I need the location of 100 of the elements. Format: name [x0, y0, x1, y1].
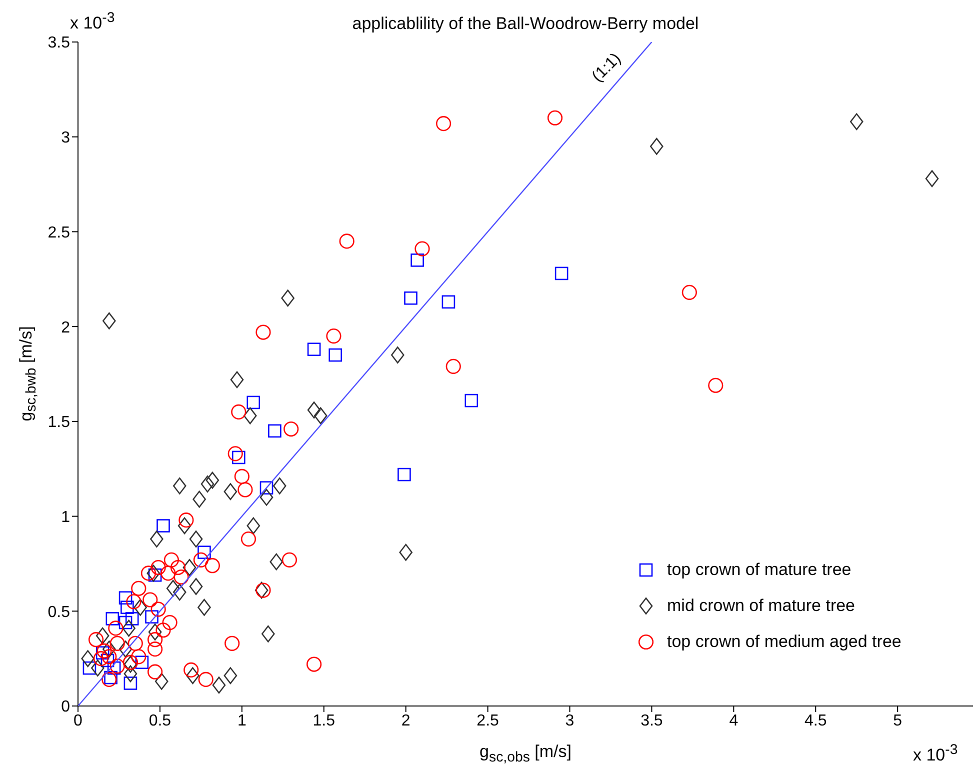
point	[189, 530, 203, 548]
point	[102, 312, 116, 330]
point	[268, 424, 282, 438]
point	[224, 483, 238, 500]
point	[125, 612, 139, 626]
point	[193, 552, 208, 568]
point	[260, 481, 274, 494]
point	[166, 580, 180, 597]
point	[182, 559, 196, 576]
point	[93, 651, 108, 666]
y-tick-label: 2	[61, 319, 70, 336]
point	[96, 646, 110, 660]
point	[100, 654, 114, 668]
point	[390, 346, 404, 364]
y-tick-label: 0.5	[48, 604, 70, 621]
point	[135, 656, 149, 670]
point	[256, 582, 271, 598]
point	[184, 662, 199, 678]
point	[156, 519, 170, 532]
point	[547, 110, 563, 126]
point	[198, 546, 211, 559]
point	[96, 627, 110, 644]
point	[254, 582, 268, 599]
point	[124, 665, 138, 682]
point	[246, 396, 260, 410]
point	[148, 568, 162, 582]
point	[164, 552, 179, 568]
point	[282, 552, 298, 568]
y-tick-label: 1	[61, 508, 70, 526]
point	[260, 488, 274, 506]
x-axis-title: g$_{sc,obs}$ [m/s]	[480, 742, 572, 766]
point	[107, 661, 121, 675]
point	[399, 544, 412, 561]
y-tick-label: 2.5	[48, 224, 70, 242]
point	[186, 667, 200, 684]
x-tick-label: 2	[401, 712, 410, 730]
point	[404, 291, 418, 305]
point	[156, 622, 171, 638]
point	[272, 477, 286, 494]
point	[172, 584, 186, 601]
point	[118, 616, 132, 630]
point	[96, 643, 112, 659]
x-tick-label: 0.5	[148, 712, 172, 730]
chart-title: applicablility of the Ball-Woodrow-Berry model	[352, 14, 699, 33]
point	[224, 667, 238, 684]
point	[150, 602, 166, 617]
point	[414, 241, 430, 256]
point	[198, 672, 214, 687]
point	[306, 656, 322, 672]
y-tick-label: 3.5	[48, 34, 70, 52]
point	[178, 517, 192, 534]
point	[708, 378, 724, 393]
x-tick-label: 0	[74, 712, 83, 730]
point	[682, 284, 697, 300]
point	[398, 468, 411, 482]
point	[134, 598, 147, 616]
x-tick-label: 3	[565, 712, 574, 730]
x-tick-label: 5	[893, 712, 902, 730]
point	[410, 254, 424, 267]
legend-label: top crown of mature tree	[667, 560, 852, 580]
point	[81, 650, 94, 668]
point	[122, 654, 138, 670]
point	[178, 512, 194, 528]
point	[148, 624, 162, 640]
point	[198, 598, 211, 616]
x-tick-label: 4.5	[804, 712, 827, 730]
point	[131, 649, 146, 664]
point	[192, 490, 206, 508]
point	[147, 642, 163, 657]
point	[110, 636, 125, 651]
point	[307, 342, 321, 356]
point	[110, 658, 125, 674]
point	[102, 649, 117, 664]
point	[142, 592, 158, 608]
point	[281, 290, 294, 307]
point	[124, 676, 138, 690]
point	[307, 402, 321, 418]
point	[446, 358, 461, 374]
point	[108, 620, 124, 636]
point	[650, 138, 664, 155]
point	[232, 450, 246, 464]
text: x 10$^{-3}$	[70, 10, 115, 34]
point	[200, 476, 214, 492]
point	[154, 672, 168, 690]
point	[150, 530, 164, 548]
point	[91, 660, 104, 677]
legend-label: mid crown of mature tree	[667, 596, 856, 616]
point	[118, 591, 132, 605]
point	[261, 625, 275, 642]
y-tick-label: 0	[61, 698, 70, 716]
point	[150, 560, 166, 576]
point	[238, 482, 253, 498]
point	[284, 421, 299, 437]
point	[326, 328, 342, 344]
point	[189, 578, 203, 595]
x-tick-label: 2.5	[476, 712, 500, 730]
point	[126, 594, 142, 610]
point	[204, 558, 220, 574]
point	[554, 266, 568, 280]
point	[206, 472, 220, 489]
